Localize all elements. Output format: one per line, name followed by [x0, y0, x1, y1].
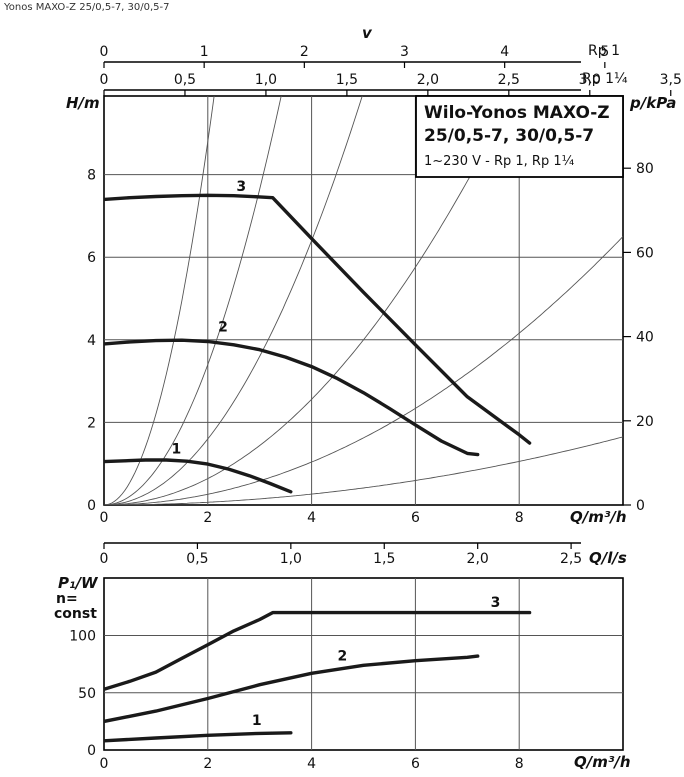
- chart-title: Wilo-Yonos MAXO-Z: [424, 103, 610, 123]
- power-x-tick-4: 4: [307, 756, 316, 772]
- power-y-label: P₁/W: [58, 574, 99, 592]
- power-series-label-3: 3: [491, 595, 501, 611]
- power-x-tick-6: 6: [411, 756, 420, 772]
- system-curve-1: [104, 96, 215, 505]
- head-series-line-3: [104, 193, 532, 445]
- power-y-label-line2: n=: [56, 591, 78, 607]
- head-x-tick-6: 6: [411, 510, 420, 526]
- power-grid: [104, 578, 623, 750]
- head-y-right-tick-60: 60: [636, 245, 654, 261]
- power-series-line-1: [104, 731, 293, 743]
- power-y-tick-50: 50: [78, 686, 96, 702]
- head-plot-frame: [103, 95, 624, 506]
- power-series-line-3: [104, 610, 532, 691]
- top2-tick-6: 3,0: [579, 72, 601, 88]
- top2-tick-5: 2,5: [498, 72, 520, 88]
- ls-tick-1: 0,5: [186, 551, 208, 567]
- power-x-tick-2: 2: [203, 756, 212, 772]
- system-curve-5: [104, 236, 623, 505]
- top-axis-rp1-label: Rp 1: [588, 43, 620, 59]
- top2-tick-7: 3,5: [660, 72, 682, 88]
- head-series-label-1: 1: [171, 441, 181, 457]
- head-y-tick-2: 2: [87, 415, 96, 431]
- top-axis-title: v: [362, 24, 373, 42]
- system-curve-3: [104, 96, 363, 505]
- head-x-tick-2: 2: [203, 510, 212, 526]
- head-y-tick-8: 8: [87, 168, 96, 184]
- power-series-label-1: 1: [252, 713, 262, 729]
- head-x-tick-8: 8: [515, 510, 524, 526]
- title-box: [415, 95, 624, 178]
- head-y-right-tick-0: 0: [636, 498, 645, 514]
- head-system-curves: [104, 96, 623, 505]
- ls-tick-4: 2,0: [467, 551, 489, 567]
- head-series-label-3: 3: [236, 179, 246, 195]
- power-x-tick-0: 0: [100, 756, 109, 772]
- top1-tick-4: 4: [500, 44, 509, 60]
- head-series-line-1: [104, 458, 293, 494]
- head-y-label: H/m: [66, 94, 100, 112]
- power-series: [104, 610, 532, 743]
- head-y-right-tick-80: 80: [636, 161, 654, 177]
- page-header-text: Yonos MAXO-Z 25/0,5-7, 30/0,5-7: [4, 2, 170, 13]
- ls-tick-5: 2,5: [560, 551, 582, 567]
- top2-tick-3: 1,5: [336, 72, 358, 88]
- system-curve-2: [104, 96, 282, 505]
- head-x-label: Q/m³/h: [570, 508, 627, 526]
- top-axes-ticks: 0 1 2 3 4 5 0 0,5 1,0 1,5 2,0 2,5 3,0 3,5: [100, 44, 682, 96]
- flow-ls-axis-label: Q/l/s: [589, 549, 627, 567]
- ls-tick-3: 1,5: [373, 551, 395, 567]
- head-y-tick-4: 4: [87, 333, 96, 349]
- head-y-tick-0: 0: [87, 498, 96, 514]
- top1-tick-0: 0: [100, 44, 109, 60]
- system-curve-4: [104, 96, 513, 505]
- head-x-tick-0: 0: [100, 510, 109, 526]
- head-y-right-tick-20: 20: [636, 414, 654, 430]
- power-tick-labels: 0 2 4 6 8 0 50 100: [69, 629, 523, 773]
- chart-subtitle: 1~230 V - Rp 1, Rp 1¼: [424, 154, 575, 169]
- top2-tick-0: 0: [100, 72, 109, 88]
- head-series-line-2: [104, 338, 480, 457]
- head-x-tick-4: 4: [307, 510, 316, 526]
- top2-tick-4: 2,0: [417, 72, 439, 88]
- head-series-label-2: 2: [218, 320, 228, 336]
- top1-tick-5: 5: [600, 44, 609, 60]
- system-curve-6: [104, 436, 623, 505]
- flow-ls-axis-ticks: 0 0,5 1,0 1,5 2,0 2,5: [100, 543, 582, 567]
- power-x-label: Q/m³/h: [574, 753, 631, 771]
- power-series-label-2: 2: [338, 649, 348, 665]
- top1-tick-1: 1: [200, 44, 209, 60]
- head-y-right-label: p/kPa: [629, 94, 676, 112]
- top1-tick-3: 3: [400, 44, 409, 60]
- head-y-tick-6: 6: [87, 250, 96, 266]
- chart-title-line2: 25/0,5-7, 30/0,5-7: [424, 126, 594, 146]
- power-plot-frame: [103, 577, 624, 751]
- top2-tick-1: 0,5: [174, 72, 196, 88]
- head-series: [104, 193, 532, 494]
- top2-tick-2: 1,0: [255, 72, 277, 88]
- ls-tick-2: 1,0: [280, 551, 302, 567]
- power-series-line-2: [104, 654, 480, 724]
- power-x-tick-8: 8: [515, 756, 524, 772]
- top-axis-rp114-label: Rp 1¼: [582, 71, 628, 87]
- ls-tick-0: 0: [100, 551, 109, 567]
- power-y-label-line3: const: [54, 606, 97, 622]
- power-y-tick-100: 100: [69, 629, 96, 645]
- top1-tick-2: 2: [300, 44, 309, 60]
- head-y-right-tick-40: 40: [636, 330, 654, 346]
- power-y-tick-0: 0: [87, 743, 96, 759]
